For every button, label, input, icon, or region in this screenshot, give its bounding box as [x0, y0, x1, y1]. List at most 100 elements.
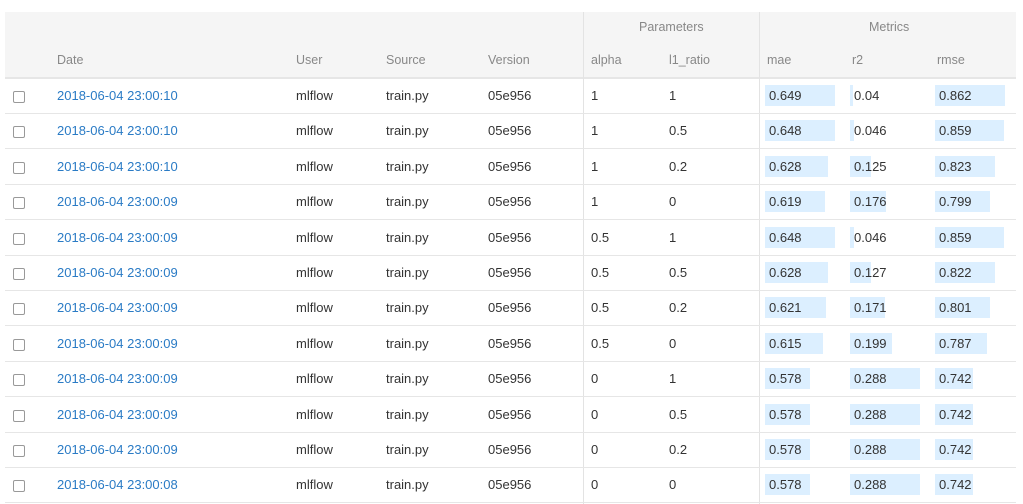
cell-user: mlflow — [296, 123, 333, 139]
cell-alpha: 0 — [591, 442, 599, 457]
table-row: 2018-06-04 23:00:09 mlflow train.py 05e956 0… — [5, 326, 1016, 362]
cell-user: mlflow — [296, 300, 333, 316]
cell-mae: 0.615 — [769, 335, 802, 351]
metric-bar-rmse: 0.859 — [935, 226, 1004, 248]
cell-rmse: 0.862 — [939, 88, 972, 103]
col-r2[interactable]: r2 — [852, 53, 864, 67]
cell-l1_ratio: 0.2 — [669, 442, 688, 457]
metric-bar-mae: 0.578 — [765, 403, 810, 425]
cell-source: train.py — [386, 477, 429, 493]
metric-bar-mae: 0.615 — [765, 332, 823, 354]
row-checkbox[interactable] — [13, 445, 25, 457]
row-checkbox[interactable] — [13, 232, 25, 245]
run-date-link[interactable]: 2018-06-04 23:00:09 — [57, 371, 178, 387]
cell-l1_ratio: 1 — [669, 371, 677, 387]
row-checkbox[interactable] — [13, 268, 25, 280]
run-date-link[interactable]: 2018-06-04 23:00:09 — [57, 442, 178, 457]
cell-version: 05e956 — [488, 123, 532, 139]
metric-bar-rmse: 0.787 — [935, 332, 987, 354]
cell-r2: 0.127 — [854, 265, 887, 280]
run-date-link[interactable]: 2018-06-04 23:00:09 — [57, 194, 178, 210]
row-checkbox[interactable] — [13, 161, 25, 174]
run-date-link[interactable]: 2018-06-04 23:00:09 — [57, 406, 178, 422]
col-date[interactable]: Date — [57, 53, 84, 67]
row-checkbox[interactable] — [13, 91, 25, 103]
metric-bar-rmse: 0.859 — [935, 120, 1004, 142]
run-date-link[interactable]: 2018-06-04 23:00:10 — [57, 158, 178, 174]
cell-alpha: 0.5 — [591, 300, 610, 316]
cell-version: 05e956 — [488, 194, 532, 210]
table-row: 2018-06-04 23:00:08 mlflow train.py 05e956 0… — [5, 467, 1016, 504]
cell-l1_ratio: 0 — [669, 477, 677, 493]
col-source[interactable]: Source — [386, 53, 426, 67]
cell-version: 05e956 — [488, 300, 532, 316]
run-date-link[interactable]: 2018-06-04 23:00:09 — [57, 335, 178, 351]
row-checkbox[interactable] — [13, 197, 25, 210]
cell-source: train.py — [386, 194, 429, 210]
col-rmse[interactable]: rmse — [937, 53, 965, 67]
cell-r2: 0.199 — [854, 335, 887, 351]
cell-rmse: 0.799 — [939, 194, 972, 210]
metric-bar-mae: 0.619 — [765, 191, 825, 213]
cell-version: 05e956 — [488, 158, 532, 174]
row-checkbox[interactable] — [13, 303, 25, 316]
cell-l1_ratio: 0.5 — [669, 265, 688, 280]
row-checkbox[interactable] — [13, 409, 25, 422]
col-user[interactable]: User — [296, 53, 323, 67]
metric-bar-rmse: 0.822 — [935, 262, 995, 283]
col-mae[interactable]: mae — [767, 53, 792, 67]
cell-rmse: 0.742 — [939, 477, 972, 493]
table-row: 2018-06-04 23:00:09 mlflow train.py 05e956 0… — [5, 290, 1016, 327]
cell-mae: 0.578 — [769, 371, 802, 387]
cell-l1_ratio: 0 — [669, 335, 677, 351]
cell-user: mlflow — [296, 406, 333, 422]
row-checkbox[interactable] — [13, 126, 25, 139]
table-row: 2018-06-04 23:00:09 mlflow train.py 05e956 0… — [5, 432, 1016, 468]
cell-alpha: 1 — [591, 88, 599, 103]
row-checkbox[interactable] — [13, 338, 25, 351]
cell-alpha: 0 — [591, 371, 599, 387]
cell-user: mlflow — [296, 265, 333, 280]
metric-bar-r2: 0.046 — [850, 120, 887, 142]
divider — [583, 12, 584, 504]
run-date-link[interactable]: 2018-06-04 23:00:10 — [57, 123, 178, 139]
cell-user: mlflow — [296, 477, 333, 493]
metric-bar-rmse: 0.801 — [935, 297, 990, 319]
metric-bar-rmse: 0.742 — [935, 368, 973, 390]
cell-mae: 0.578 — [769, 406, 802, 422]
metric-bar-r2: 0.288 — [850, 368, 920, 390]
cell-alpha: 1 — [591, 158, 599, 174]
row-checkbox[interactable] — [13, 480, 25, 493]
cell-version: 05e956 — [488, 229, 532, 245]
metric-bar-mae: 0.578 — [765, 474, 810, 496]
metric-bar-r2: 0.04 — [850, 85, 879, 106]
cell-source: train.py — [386, 406, 429, 422]
cell-alpha: 0.5 — [591, 265, 610, 280]
cell-r2: 0.288 — [854, 406, 887, 422]
run-date-link[interactable]: 2018-06-04 23:00:09 — [57, 300, 178, 316]
cell-r2: 0.288 — [854, 371, 887, 387]
metric-bar-mae: 0.648 — [765, 120, 835, 142]
cell-version: 05e956 — [488, 88, 532, 103]
divider — [759, 12, 760, 504]
run-date-link[interactable]: 2018-06-04 23:00:08 — [57, 477, 178, 493]
metric-bar-r2: 0.288 — [850, 403, 920, 425]
cell-user: mlflow — [296, 158, 333, 174]
col-l1-ratio[interactable]: l1_ratio — [669, 53, 710, 67]
cell-source: train.py — [386, 265, 429, 280]
table-row: 2018-06-04 23:00:10 mlflow train.py 05e956 1… — [5, 149, 1016, 185]
cell-r2: 0.04 — [854, 88, 880, 103]
cell-user: mlflow — [296, 442, 333, 457]
col-version[interactable]: Version — [488, 53, 530, 67]
cell-l1_ratio: 1 — [669, 88, 677, 103]
row-checkbox[interactable] — [13, 374, 25, 387]
run-date-link[interactable]: 2018-06-04 23:00:09 — [57, 229, 178, 245]
metric-bar-rmse: 0.742 — [935, 403, 973, 425]
table-row: 2018-06-04 23:00:09 mlflow train.py 05e956 0… — [5, 361, 1016, 398]
run-date-link[interactable]: 2018-06-04 23:00:09 — [57, 265, 178, 280]
col-alpha[interactable]: alpha — [591, 53, 622, 67]
run-date-link[interactable]: 2018-06-04 23:00:10 — [57, 88, 178, 103]
cell-user: mlflow — [296, 88, 333, 103]
cell-mae: 0.619 — [769, 194, 802, 210]
metric-bar-r2: 0.288 — [850, 439, 920, 460]
